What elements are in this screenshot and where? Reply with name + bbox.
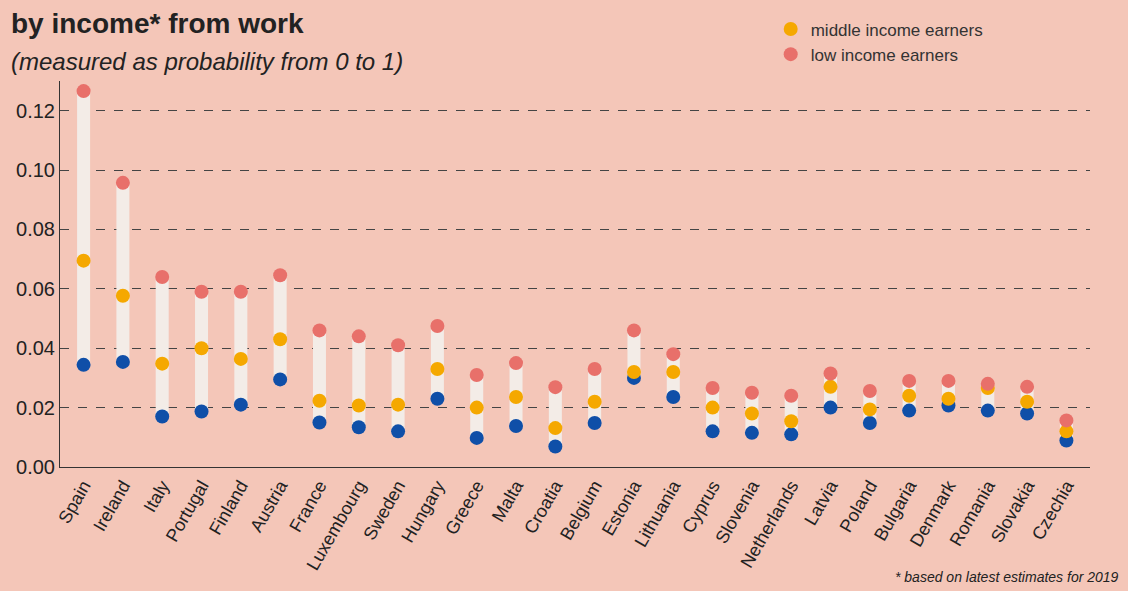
svg-text:0.04: 0.04 <box>16 337 55 359</box>
svg-text:Croatia: Croatia <box>520 476 567 537</box>
svg-text:Greece: Greece <box>441 477 488 538</box>
svg-text:* based on latest estimates fo: * based on latest estimates for 2019 <box>895 569 1119 585</box>
svg-text:Austria: Austria <box>246 476 292 535</box>
svg-text:Belgium: Belgium <box>556 477 606 543</box>
svg-text:Spain: Spain <box>55 477 95 527</box>
svg-text:Finland: Finland <box>205 477 252 538</box>
svg-text:by income* from work: by income* from work <box>11 8 304 39</box>
svg-text:0.10: 0.10 <box>16 159 55 181</box>
svg-text:Latvia: Latvia <box>800 476 842 528</box>
svg-text:Poland: Poland <box>836 477 881 536</box>
svg-text:0.02: 0.02 <box>16 397 55 419</box>
svg-text:(measured as probability from: (measured as probability from 0 to 1) <box>11 48 403 75</box>
svg-text:0.06: 0.06 <box>16 278 55 300</box>
svg-text:middle income earners: middle income earners <box>811 21 983 40</box>
svg-text:0.08: 0.08 <box>16 218 55 240</box>
svg-text:Slovenia: Slovenia <box>711 476 763 547</box>
svg-text:Czechia: Czechia <box>1028 476 1078 543</box>
svg-text:Cyprus: Cyprus <box>678 477 724 536</box>
svg-text:Denmark: Denmark <box>906 476 960 550</box>
svg-text:Portugal: Portugal <box>162 477 213 545</box>
svg-text:Malta: Malta <box>488 476 528 525</box>
svg-text:Netherlands: Netherlands <box>737 477 803 571</box>
svg-text:Estonia: Estonia <box>598 476 646 539</box>
svg-text:0.12: 0.12 <box>16 100 55 122</box>
svg-text:Ireland: Ireland <box>89 477 134 535</box>
svg-text:Romania: Romania <box>946 476 1000 549</box>
svg-text:Hungary: Hungary <box>397 477 448 546</box>
svg-text:Italy: Italy <box>140 477 174 516</box>
svg-text:low income earners: low income earners <box>811 46 958 65</box>
svg-text:Slovakia: Slovakia <box>987 476 1039 546</box>
svg-text:Lithuania: Lithuania <box>631 476 685 550</box>
svg-text:Luxembourg: Luxembourg <box>303 477 370 574</box>
svg-text:Bulgaria: Bulgaria <box>870 476 921 544</box>
svg-text:France: France <box>285 477 330 536</box>
svg-text:0.00: 0.00 <box>16 456 55 478</box>
svg-text:Sweden: Sweden <box>359 477 409 543</box>
